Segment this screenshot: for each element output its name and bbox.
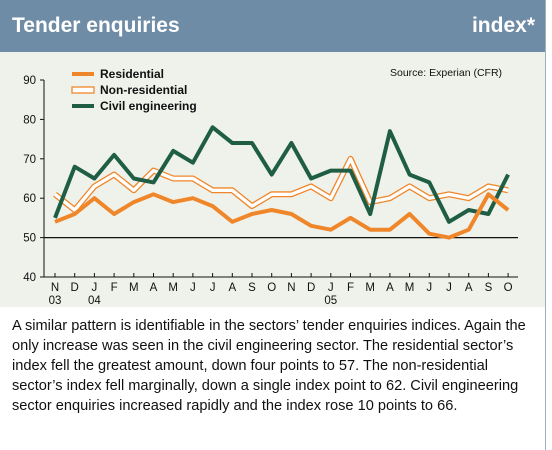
x-tick-label: J	[92, 282, 98, 294]
x-tick-label: J	[446, 282, 452, 294]
x-tick-label: A	[386, 282, 394, 294]
x-year-label: 05	[324, 295, 337, 307]
series-lines	[53, 125, 510, 240]
y-tick-label: 40	[23, 272, 36, 284]
x-tick-label: N	[51, 282, 59, 294]
x-tick-label: D	[71, 282, 79, 294]
x-tick-label: A	[228, 282, 236, 294]
x-tick-label: M	[405, 282, 415, 294]
y-tick-label: 80	[23, 114, 36, 126]
y-tick-label: 90	[23, 75, 36, 87]
chart-header: Tender enquiries index*	[0, 0, 545, 52]
x-tick-label: J	[426, 282, 432, 294]
series-non-residential-inner	[53, 157, 509, 212]
x-tick-label: A	[150, 282, 158, 294]
x-tick-label: S	[485, 282, 493, 294]
chart-title: Tender enquiries	[12, 14, 180, 37]
legend-label: Residential	[100, 67, 164, 81]
x-tick-label: F	[347, 282, 354, 294]
x-axis: N D J F M A M J J A S O N D J F M A M J J A S O03 04 05	[44, 273, 518, 307]
y-tick-label: 70	[23, 154, 36, 166]
x-tick-label: N	[287, 282, 295, 294]
y-tick-label: 50	[23, 233, 36, 245]
x-year-label: 04	[88, 295, 101, 307]
series-residential-line	[54, 192, 510, 240]
x-tick-label: J	[328, 282, 334, 294]
x-tick-label: M	[168, 282, 178, 294]
unit-label: index*	[471, 14, 535, 37]
x-tick-label: A	[465, 282, 473, 294]
y-tick-label: 60	[23, 193, 36, 205]
x-tick-label: O	[504, 282, 513, 294]
x-tick-label: D	[307, 282, 315, 294]
series-civil-engineering-line	[53, 125, 510, 224]
x-tick-label: F	[111, 282, 118, 294]
y-axis: 40 50 60 70 80 90	[23, 75, 518, 284]
x-tick-label: M	[129, 282, 139, 294]
x-tick-label: O	[267, 282, 276, 294]
source-note: Source: Experian (CFR)	[390, 67, 502, 79]
x-tick-label: J	[210, 282, 216, 294]
x-tick-label: J	[190, 282, 196, 294]
plot-area: 40 50 60 70 80 90 N D J F M A M J J A S O N D J F M A M J J A S O 03 0…	[0, 52, 545, 307]
x-year-label: 03	[49, 295, 62, 307]
x-tick-label: M	[365, 282, 375, 294]
legend: Residential Non-residential Civil engineer…	[71, 67, 197, 113]
chart-caption: A similar pattern is identifiable in the…	[12, 318, 526, 414]
legend-label: Non-residential	[100, 83, 187, 97]
legend-swatch-non-residential	[71, 86, 95, 94]
x-tick-label: S	[248, 282, 256, 294]
page-rule	[545, 0, 546, 450]
legend-label: Civil engineering	[100, 99, 197, 113]
